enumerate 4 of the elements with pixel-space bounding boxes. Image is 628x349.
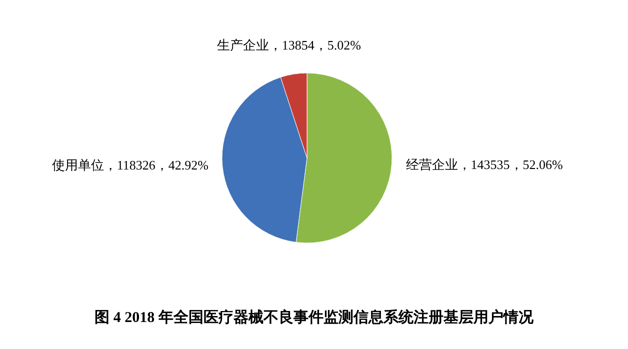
slice-label: 经营企业，143535，52.06% — [406, 157, 564, 172]
slice-label: 使用单位，118326，42.92% — [52, 158, 209, 173]
slice-label: 生产企业，13854，5.02% — [216, 37, 362, 52]
text: 图 4 2018 年全国医疗器械不良事件监测信息系统注册基层用户情况 — [94, 308, 534, 326]
